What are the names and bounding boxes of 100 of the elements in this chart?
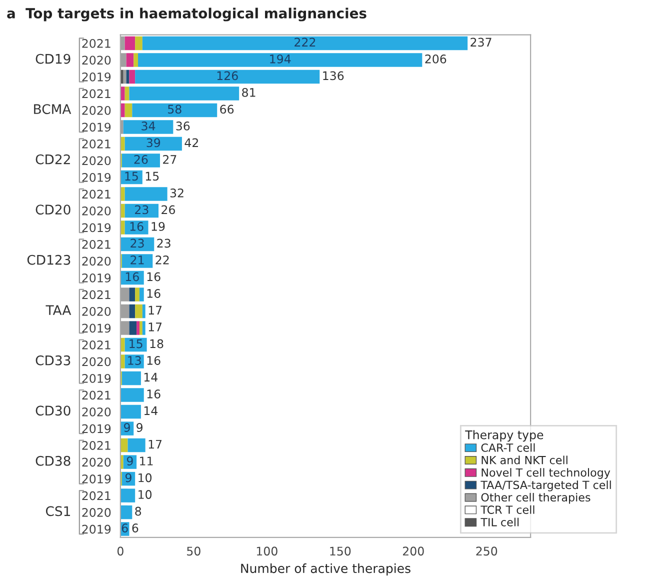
data-label: 26 xyxy=(134,154,148,164)
data-label: 9 xyxy=(124,423,130,432)
bar xyxy=(120,388,144,402)
y-tick-label: 2021 xyxy=(82,190,110,199)
total-label: 14 xyxy=(144,406,158,416)
bar xyxy=(128,438,146,452)
x-tick-label: 50 xyxy=(187,546,200,556)
y-tick-label: 2021 xyxy=(82,290,110,300)
legend-label: Novel T cell technology xyxy=(482,468,610,479)
bar xyxy=(120,404,141,419)
y-tick-label: 2021 xyxy=(82,240,110,249)
legend-label: NK and NKT cell xyxy=(482,456,568,464)
data-label: 23 xyxy=(130,238,144,248)
total-label: 16 xyxy=(147,390,160,398)
y-tick-label: 2021 xyxy=(82,441,110,450)
bar xyxy=(120,488,136,502)
bar xyxy=(135,304,142,318)
y-tick-label: 2019 xyxy=(82,72,111,82)
bar xyxy=(124,220,148,234)
total-label: 10 xyxy=(138,473,152,482)
bar xyxy=(120,86,125,100)
total-label: 36 xyxy=(176,121,190,130)
y-tick-label: 2019 xyxy=(82,273,111,282)
text: CD20 xyxy=(36,204,70,215)
data-label: 16 xyxy=(130,222,144,231)
total-label: 237 xyxy=(470,38,492,47)
y-tick-label: 2020 xyxy=(82,206,111,216)
bar xyxy=(120,505,132,520)
text: TAA xyxy=(46,305,72,315)
bar xyxy=(124,136,182,151)
total-label: 136 xyxy=(323,71,344,80)
bar xyxy=(139,321,142,335)
bar xyxy=(126,53,134,67)
total-label: 17 xyxy=(148,440,162,449)
data-label: 9 xyxy=(126,456,133,466)
x-tick-label: 0 xyxy=(117,546,124,556)
total-label: 16 xyxy=(147,356,160,365)
total-label: 66 xyxy=(220,104,234,114)
bar xyxy=(124,187,168,201)
bar xyxy=(122,154,160,168)
y-tick-label: 2021 xyxy=(82,38,110,48)
bar xyxy=(142,304,146,318)
data-label: 222 xyxy=(294,38,316,46)
y-tick-label: 2019 xyxy=(82,424,111,434)
total-label: 17 xyxy=(148,306,162,315)
bar xyxy=(120,136,125,151)
y-tick-label: 2020 xyxy=(82,306,111,316)
bar xyxy=(136,321,140,335)
data-label: 126 xyxy=(217,71,238,80)
data-label: 34 xyxy=(142,121,156,130)
y-tick-label: 2020 xyxy=(82,156,111,166)
data-label: 15 xyxy=(130,339,142,348)
bar xyxy=(135,70,320,84)
bar xyxy=(120,338,125,352)
bar xyxy=(120,438,128,452)
legend-label: TIL cell xyxy=(480,518,519,526)
x-tick-label: 200 xyxy=(402,546,424,556)
text: CD22 xyxy=(36,154,70,164)
x-tick-label: 250 xyxy=(476,546,498,556)
legend-label: TAA/TSA-targeted T cell xyxy=(480,480,611,492)
y-tick-label: 2021 xyxy=(82,491,110,500)
total-label: 16 xyxy=(147,272,160,282)
data-label: 13 xyxy=(128,356,141,365)
total-label: 26 xyxy=(162,205,175,214)
bar xyxy=(120,204,125,218)
legend-label: TCR T cell xyxy=(480,505,534,514)
total-label: 22 xyxy=(156,256,169,264)
bar xyxy=(138,53,422,67)
y-tick-label: 2019 xyxy=(82,374,111,383)
data-label: 15 xyxy=(125,172,138,181)
bar xyxy=(122,371,141,386)
bar xyxy=(124,204,159,218)
text: CD33 xyxy=(36,355,70,366)
total-label: 23 xyxy=(157,238,170,248)
bar xyxy=(122,254,153,268)
y-tick-label: 2019 xyxy=(82,524,111,534)
y-tick-label: 2019 xyxy=(82,474,111,484)
bar xyxy=(129,86,240,100)
bar xyxy=(120,187,125,201)
total-label: 6 xyxy=(132,524,138,532)
y-tick-label: 2019 xyxy=(82,122,111,132)
total-label: 19 xyxy=(152,222,165,231)
y-tick-label: 2021 xyxy=(82,89,110,98)
text: CD30 xyxy=(36,406,70,416)
total-label: 11 xyxy=(140,456,153,466)
data-label: 194 xyxy=(270,54,291,64)
text: CD19 xyxy=(36,54,70,64)
bar xyxy=(124,86,130,100)
bar xyxy=(129,70,136,84)
bar xyxy=(135,36,142,50)
data-label: 39 xyxy=(146,138,160,148)
y-tick-label: 2019 xyxy=(82,172,111,182)
x-tick-label: 100 xyxy=(256,546,278,556)
total-label: 17 xyxy=(148,322,162,332)
y-tick-label: 2019 xyxy=(82,223,111,232)
x-axis-title: Number of active therapies xyxy=(241,563,410,576)
total-label: 32 xyxy=(170,188,184,198)
x-tick-label: 150 xyxy=(330,546,351,556)
y-tick-label: 2019 xyxy=(82,324,111,333)
total-label: 42 xyxy=(184,138,198,148)
